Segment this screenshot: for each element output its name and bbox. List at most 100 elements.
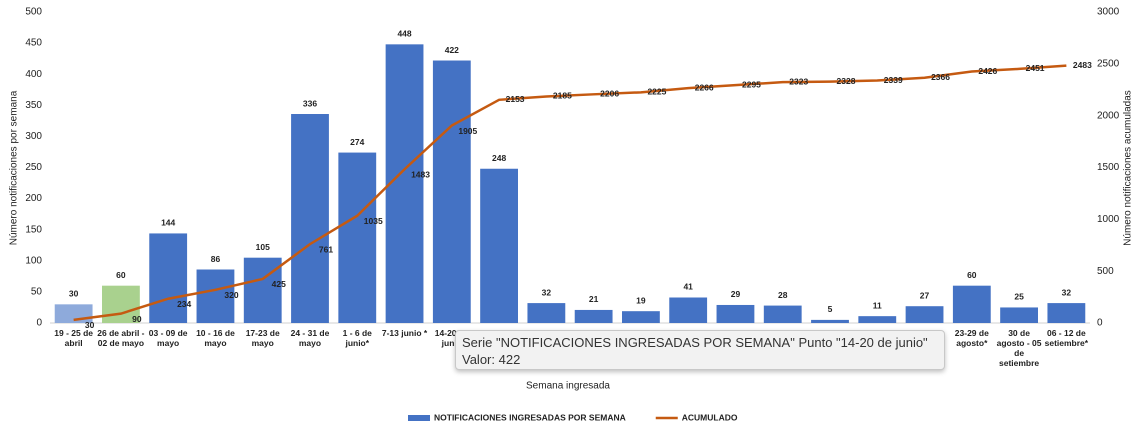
- bar: [763, 305, 802, 323]
- y-tick-label: 500: [25, 7, 42, 18]
- line-value-label: 2225: [647, 87, 666, 97]
- legend-swatch: [408, 415, 430, 421]
- line-value-label: 2426: [978, 66, 997, 76]
- bar: [858, 316, 897, 323]
- line-value-label: 2483: [1073, 60, 1092, 70]
- tooltip-line: Serie "NOTIFICACIONES INGRESADAS POR SEM…: [462, 335, 928, 350]
- y-tick-label: 450: [25, 38, 42, 49]
- x-tick-label: 1 - 6 de junio*: [342, 328, 372, 348]
- x-tick-label: 06 - 12 de setiembre*: [1044, 328, 1089, 348]
- bar-value-label: 19: [636, 295, 646, 305]
- bar-value-label: 32: [1062, 287, 1072, 297]
- bar: [102, 285, 140, 323]
- x-tick-label: 7-13 junio *: [381, 328, 428, 338]
- bar-value-label: 248: [492, 153, 506, 163]
- line-value-label: 1483: [411, 170, 430, 180]
- tooltip: Serie "NOTIFICACIONES INGRESADAS POR SEM…: [455, 330, 945, 370]
- bar-value-label: 60: [116, 270, 126, 280]
- x-tick-label: 17-23 de mayo: [245, 328, 280, 348]
- line-value-label: 320: [224, 290, 238, 300]
- y-tick-label: 300: [25, 131, 42, 142]
- line-value-label: 90: [132, 314, 142, 324]
- x-axis-title: Semana ingresada: [526, 381, 610, 392]
- line-value-label: 234: [177, 299, 191, 309]
- x-tick-label: 03 - 09 de mayo: [148, 328, 188, 348]
- legend-label: NOTIFICACIONES INGRESADAS POR SEMANA: [434, 412, 626, 422]
- bar: [952, 285, 991, 323]
- y-tick-label: 200: [25, 193, 42, 204]
- bar: [811, 319, 849, 323]
- line-value-label: 2295: [742, 79, 761, 89]
- y2-tick-label: 1500: [1097, 162, 1120, 173]
- line-value-label: 2339: [884, 75, 903, 85]
- x-tick-label: 26 de abril - 02 de mayo: [97, 328, 145, 348]
- bar-value-label: 448: [397, 29, 411, 39]
- bar-value-label: 27: [920, 290, 930, 300]
- y2-tick-label: 2000: [1097, 110, 1120, 121]
- line-value-label: 30: [85, 320, 95, 330]
- bar: [622, 311, 660, 323]
- line-value-label: 2185: [553, 91, 572, 101]
- y2-tick-label: 0: [1097, 318, 1103, 329]
- bar: [1000, 307, 1038, 323]
- line-value-label: 761: [319, 244, 333, 254]
- line-value-label: 425: [272, 279, 286, 289]
- x-tick-label: 23-29 de agosto*: [954, 328, 989, 348]
- bar-value-label: 422: [445, 45, 459, 55]
- bar-value-label: 60: [967, 270, 977, 280]
- bar-value-label: 105: [256, 242, 270, 252]
- y-tick-label: 100: [25, 255, 42, 266]
- bar: [149, 233, 188, 323]
- line-value-label: 2153: [506, 94, 525, 104]
- bar-value-label: 144: [161, 218, 175, 228]
- y-tick-label: 250: [25, 162, 42, 173]
- bar: [385, 44, 424, 324]
- bar: [338, 152, 377, 323]
- bar-value-label: 32: [542, 287, 552, 297]
- bar-value-label: 5: [828, 304, 833, 314]
- y-tick-label: 150: [25, 224, 42, 235]
- bar: [1047, 303, 1086, 323]
- y2-tick-label: 1000: [1097, 214, 1120, 225]
- y2-axis-title: Número notificaciones acumuladas: [1123, 90, 1134, 246]
- bar-value-label: 86: [211, 254, 221, 264]
- y-axis-title: Número notificaciones por semana: [9, 90, 20, 245]
- y2-tick-label: 3000: [1097, 7, 1120, 18]
- y-tick-label: 50: [31, 287, 43, 298]
- bar: [243, 257, 282, 323]
- bar: [716, 304, 755, 323]
- bar-value-label: 25: [1014, 292, 1024, 302]
- x-tick-label: 10 - 16 de mayo: [196, 328, 235, 348]
- line-value-label: 1905: [458, 126, 477, 136]
- bar-value-label: 336: [303, 98, 317, 108]
- bar: [574, 309, 613, 323]
- y-tick-label: 0: [36, 318, 42, 329]
- bar: [432, 60, 471, 324]
- bar-value-label: 41: [683, 282, 693, 292]
- tooltip-line: Valor: 422: [462, 352, 521, 367]
- bar-value-label: 274: [350, 137, 364, 147]
- y-tick-label: 350: [25, 100, 42, 111]
- y-tick-label: 400: [25, 69, 42, 80]
- x-tick-label: 19 - 25 de abril: [54, 328, 93, 348]
- bar-value-label: 28: [778, 290, 788, 300]
- bar: [527, 303, 566, 323]
- line-value-label: 2323: [789, 76, 808, 86]
- line-value-label: 2366: [931, 72, 950, 82]
- bar-value-label: 30: [69, 289, 79, 299]
- bar-value-label: 11: [873, 300, 882, 310]
- line-value-label: 2266: [695, 82, 714, 92]
- line-value-label: 1035: [364, 216, 383, 226]
- line-value-label: 2451: [1026, 63, 1045, 73]
- legend-label: ACUMULADO: [682, 412, 738, 422]
- bar: [905, 306, 944, 323]
- line-value-label: 2328: [837, 76, 856, 86]
- bar: [480, 168, 518, 323]
- bar-value-label: 21: [589, 294, 599, 304]
- x-tick-label: 14-20 de junio: [434, 328, 469, 348]
- bar: [196, 269, 235, 323]
- bar-value-label: 29: [731, 289, 741, 299]
- line-value-label: 2206: [600, 89, 619, 99]
